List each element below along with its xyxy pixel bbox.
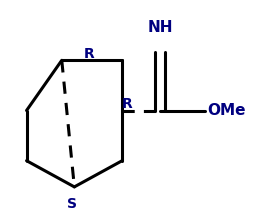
Text: R: R [84,47,95,61]
Text: NH: NH [147,20,173,35]
Text: S: S [67,197,77,211]
Text: OMe: OMe [208,103,246,118]
Text: R: R [122,97,133,111]
